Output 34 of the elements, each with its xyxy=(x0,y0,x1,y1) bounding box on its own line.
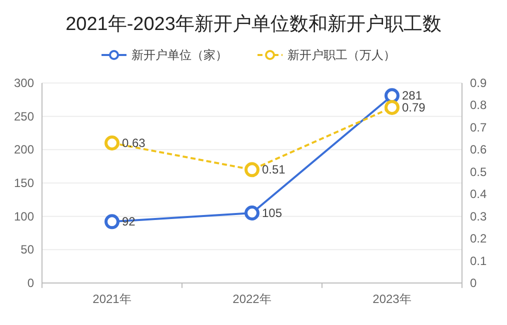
y2-tick-label: 0.1 xyxy=(470,254,488,268)
y-tick-label: 100 xyxy=(14,209,34,224)
chart-title: 2021年-2023年新开户单位数和新开户职工数 xyxy=(66,13,442,35)
y2-tick-label: 0 xyxy=(470,276,477,290)
x-tick-label: 2023年 xyxy=(372,292,412,306)
y-tick-label: 150 xyxy=(14,176,34,190)
x-tick-label: 2022年 xyxy=(232,292,272,306)
y-tick-label: 200 xyxy=(14,142,34,157)
point xyxy=(104,136,120,150)
x-tick-label: 2021年 xyxy=(92,292,132,306)
y2-tick-label: 0.8 xyxy=(470,98,488,112)
y2-tick-label: 0.3 xyxy=(470,209,488,224)
point xyxy=(384,88,400,104)
data-label: 105 xyxy=(262,206,282,220)
point xyxy=(244,206,260,220)
y-tick-label: 300 xyxy=(14,76,34,90)
y2-tick-label: 0.7 xyxy=(470,120,488,134)
data-label: 0.63 xyxy=(122,136,146,150)
y-tick-label: 50 xyxy=(20,242,34,257)
point xyxy=(244,162,260,178)
legend-label: 新开户单位（家） xyxy=(132,48,228,62)
point xyxy=(384,100,400,115)
data-label: 0.79 xyxy=(402,100,426,114)
y-tick-label: 0 xyxy=(27,276,34,290)
y2-tick-label: 0.9 xyxy=(470,76,488,90)
y2-tick-label: 0.4 xyxy=(470,187,488,202)
point xyxy=(104,214,120,230)
y2-tick-label: 0.6 xyxy=(470,142,488,157)
y2-tick-label: 0.5 xyxy=(470,164,488,179)
y-tick-label: 250 xyxy=(14,109,34,124)
legend-label: 新开户职工（万人） xyxy=(288,48,396,62)
data-label: 0.51 xyxy=(262,162,286,177)
data-label: 281 xyxy=(402,88,422,103)
y2-tick-label: 0.2 xyxy=(470,232,488,246)
